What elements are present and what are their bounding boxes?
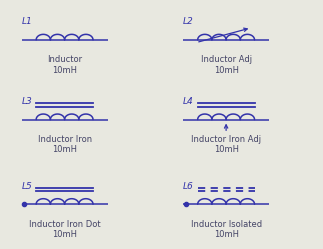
Text: Inductor Isolated
10mH: Inductor Isolated 10mH	[191, 220, 262, 239]
Text: L5: L5	[22, 182, 32, 191]
Text: Inductor Iron Dot
10mH: Inductor Iron Dot 10mH	[29, 220, 100, 239]
Text: Inductor Iron Adj
10mH: Inductor Iron Adj 10mH	[191, 135, 261, 154]
Text: L2: L2	[183, 17, 194, 26]
Text: Inductor Adj
10mH: Inductor Adj 10mH	[201, 55, 252, 75]
Text: L1: L1	[22, 17, 32, 26]
Text: Inductor
10mH: Inductor 10mH	[47, 55, 82, 75]
Text: Inductor Iron
10mH: Inductor Iron 10mH	[37, 135, 92, 154]
Text: L3: L3	[22, 97, 32, 106]
Text: L4: L4	[183, 97, 194, 106]
Text: L6: L6	[183, 182, 194, 191]
